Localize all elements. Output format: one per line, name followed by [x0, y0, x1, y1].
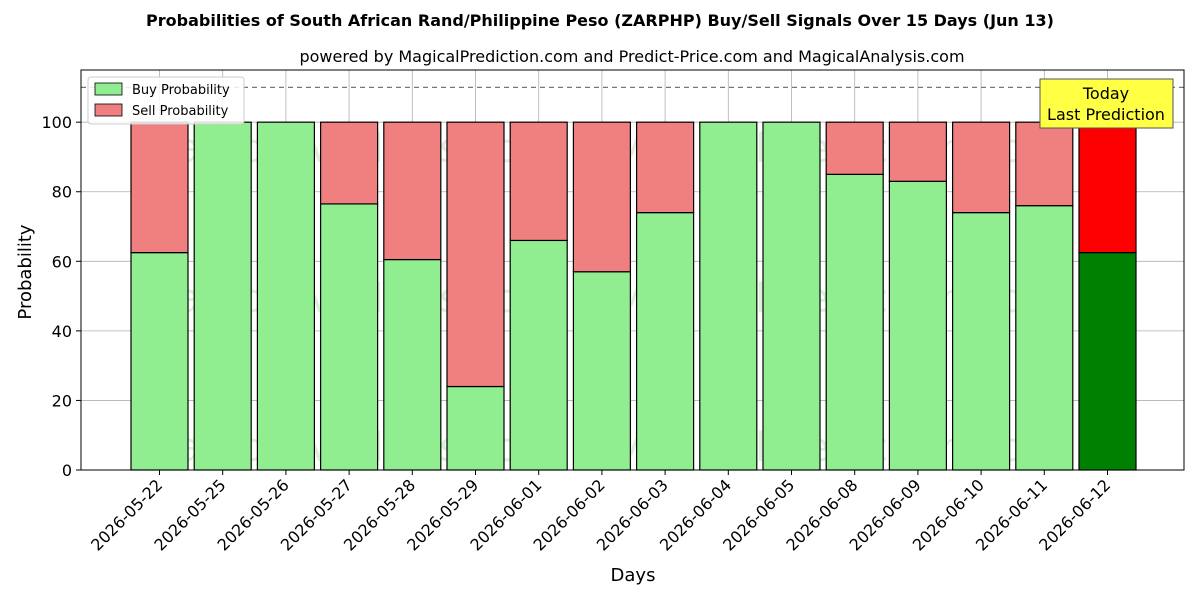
bar-sell — [572, 121, 632, 273]
bar-buy — [130, 252, 189, 471]
x-axis-label: Days — [611, 565, 656, 586]
today-annotation: Today Last Prediction — [1039, 78, 1174, 129]
bar-sell — [825, 121, 884, 175]
bar-sell — [951, 121, 1011, 214]
bar-sell — [1015, 121, 1074, 207]
bar-buy — [1078, 252, 1137, 471]
bar-sell — [1078, 121, 1137, 254]
bar-buy — [888, 180, 948, 471]
today-annotation-line2: Last Prediction — [1047, 105, 1165, 124]
bar-buy — [762, 121, 821, 471]
y-tick-label: 0 — [62, 461, 72, 480]
bar-sell — [130, 121, 189, 254]
bar-buy — [256, 121, 315, 471]
legend-box — [87, 76, 245, 125]
bar-buy — [699, 121, 758, 471]
bar-buy — [446, 385, 505, 471]
bar-buy — [951, 212, 1011, 471]
x-axis: 2026-05-222026-05-252026-05-262026-05-27… — [87, 470, 1114, 555]
bar-buy — [509, 239, 568, 471]
y-tick-label: 100 — [41, 113, 72, 132]
bar-buy — [193, 121, 252, 471]
bar-buy — [383, 258, 442, 471]
y-axis: 0 20 40 60 80 100 — [41, 113, 81, 480]
bar-buy — [825, 173, 884, 471]
y-tick-label: 40 — [52, 322, 72, 341]
bar-buy — [1015, 205, 1074, 471]
bar-sell — [383, 121, 442, 261]
legend: Buy Probability Sell Probability — [87, 76, 245, 125]
bar-sell — [509, 121, 568, 242]
y-tick-label: 20 — [52, 391, 72, 410]
today-annotation-line1: Today — [1082, 84, 1129, 103]
bar-buy — [635, 212, 695, 471]
bar-sell — [888, 121, 948, 182]
bar-sell — [320, 121, 379, 205]
plot-area: MagicalAnalysis.comMagicalPrediction.com… — [80, 69, 1185, 471]
chart-title: Probabilities of South African Rand/Phil… — [146, 11, 1054, 30]
legend-label-sell: Sell Probability — [132, 104, 229, 119]
legend-label-buy: Buy Probability — [132, 83, 230, 98]
y-axis-label: Probability — [15, 224, 36, 319]
y-tick-label: 80 — [52, 183, 72, 202]
chart-subtitle: powered by MagicalPrediction.com and Pre… — [299, 47, 964, 66]
y-tick-label: 60 — [52, 252, 72, 271]
today-annotation-box — [1039, 78, 1174, 129]
plot-frame — [80, 69, 1185, 471]
bars — [130, 121, 1137, 471]
bar-buy — [572, 271, 632, 471]
legend-swatch-buy — [94, 82, 123, 96]
bar-buy — [320, 203, 379, 471]
legend-swatch-sell — [94, 103, 123, 117]
bar-sell — [635, 121, 695, 214]
bar-sell — [446, 121, 505, 388]
